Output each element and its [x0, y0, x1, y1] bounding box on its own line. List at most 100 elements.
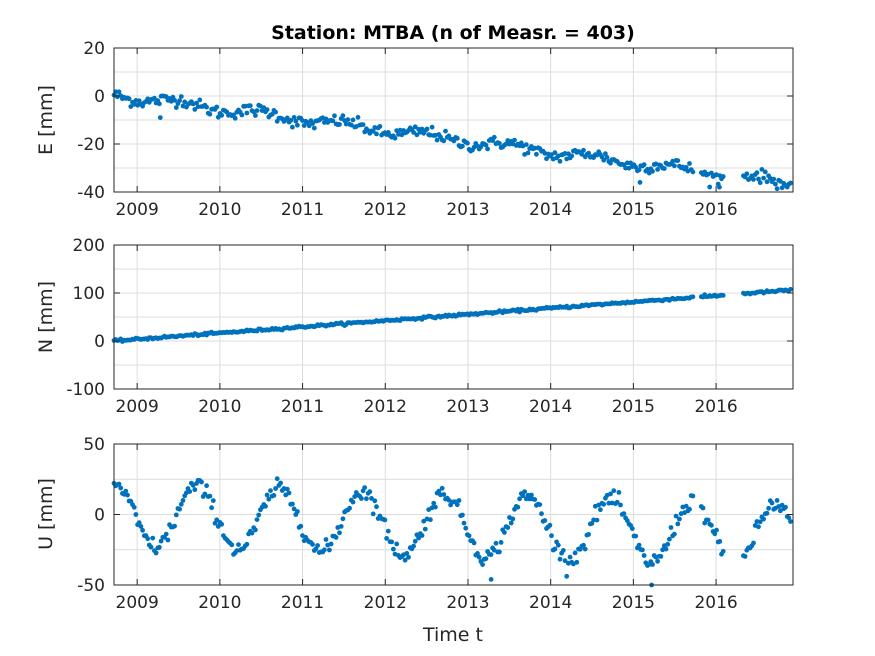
data-point — [133, 512, 139, 517]
data-point — [298, 523, 304, 529]
data-point — [539, 511, 544, 517]
data-point — [707, 184, 713, 190]
data-point — [759, 167, 765, 172]
data-point — [219, 112, 225, 118]
data-point — [394, 541, 400, 547]
data-point — [774, 498, 780, 503]
data-point — [288, 118, 294, 123]
ylabel-up: U [mm] — [35, 478, 57, 550]
data-point — [788, 180, 793, 186]
data-point — [374, 131, 379, 137]
data-point — [502, 530, 507, 535]
data-point — [157, 101, 162, 107]
data-point — [443, 128, 448, 134]
data-point — [140, 103, 146, 109]
data-point — [364, 496, 369, 502]
data-point — [384, 536, 389, 541]
data-point — [419, 533, 425, 538]
ticks-up: 2009 2010 2011 2012 2013 2014 2015 2016 -50 0 50 — [77, 435, 793, 613]
data-point — [333, 535, 339, 540]
data-point — [172, 523, 178, 529]
data-point — [757, 180, 763, 186]
data-point — [751, 177, 756, 182]
data-point — [392, 135, 398, 141]
data-point — [624, 160, 630, 166]
data-point — [687, 506, 692, 512]
data-point — [557, 556, 563, 562]
data-point — [460, 512, 465, 518]
data-point — [207, 493, 213, 499]
data-point — [480, 562, 485, 567]
data-point — [253, 113, 258, 118]
data-point — [579, 151, 585, 157]
data-point — [126, 96, 132, 102]
data-point — [152, 95, 157, 101]
data-point — [667, 536, 672, 542]
data-point — [488, 577, 494, 582]
data-point — [766, 505, 771, 511]
data-point — [433, 504, 438, 510]
data-point — [244, 541, 250, 547]
data-point — [322, 547, 327, 553]
data-point — [123, 488, 129, 494]
data-point — [350, 499, 356, 505]
data-point — [360, 122, 366, 127]
data-point — [673, 513, 679, 519]
data-point — [591, 517, 596, 523]
data-point — [771, 176, 777, 182]
ylabel-north: N [mm] — [35, 281, 57, 353]
x-tick-label: 2014 — [529, 593, 572, 613]
data-point — [633, 533, 639, 539]
data-point — [601, 157, 607, 163]
data-point — [214, 517, 220, 523]
data-point — [268, 488, 273, 493]
data-point — [424, 126, 430, 132]
data-point — [465, 140, 470, 146]
data-point — [359, 496, 364, 501]
data-point — [406, 554, 411, 560]
data-point — [569, 153, 575, 159]
data-point — [337, 530, 342, 536]
data-point — [436, 488, 442, 494]
data-point — [525, 150, 531, 156]
data-point — [192, 107, 198, 112]
x-tick-label: 2010 — [198, 593, 241, 613]
data-point — [284, 115, 290, 121]
data-point — [623, 165, 628, 171]
data-point — [512, 137, 517, 143]
data-point — [229, 542, 235, 548]
data-point — [209, 505, 215, 511]
y-tick-label: -40 — [77, 183, 105, 203]
x-tick-label: 2013 — [446, 200, 489, 220]
data-point — [616, 490, 622, 495]
data-point — [690, 493, 696, 499]
data-point — [574, 559, 580, 565]
data-point — [431, 500, 437, 506]
data-point — [720, 548, 726, 554]
x-tick-label: 2015 — [612, 200, 655, 220]
data-point — [675, 158, 681, 164]
data-point — [439, 485, 445, 491]
data-point — [714, 527, 719, 533]
x-tick-label: 2009 — [116, 593, 159, 613]
data-point — [709, 522, 714, 528]
data-point — [498, 540, 504, 545]
data-point — [187, 489, 193, 494]
data-point — [581, 542, 586, 548]
data-point — [370, 511, 376, 517]
data-point — [537, 502, 543, 507]
x-tick-label: 2016 — [694, 397, 737, 417]
data-point — [614, 499, 620, 505]
data-point — [483, 556, 489, 562]
x-tick-label: 2015 — [612, 397, 655, 417]
data-point — [485, 146, 490, 152]
data-point — [517, 496, 522, 502]
data-point — [677, 516, 682, 522]
data-point — [456, 498, 462, 503]
data-point — [180, 498, 186, 503]
data-point — [629, 526, 635, 531]
data-point — [291, 115, 297, 120]
data-point — [572, 550, 578, 556]
ylabel-east: E [mm] — [35, 85, 57, 155]
